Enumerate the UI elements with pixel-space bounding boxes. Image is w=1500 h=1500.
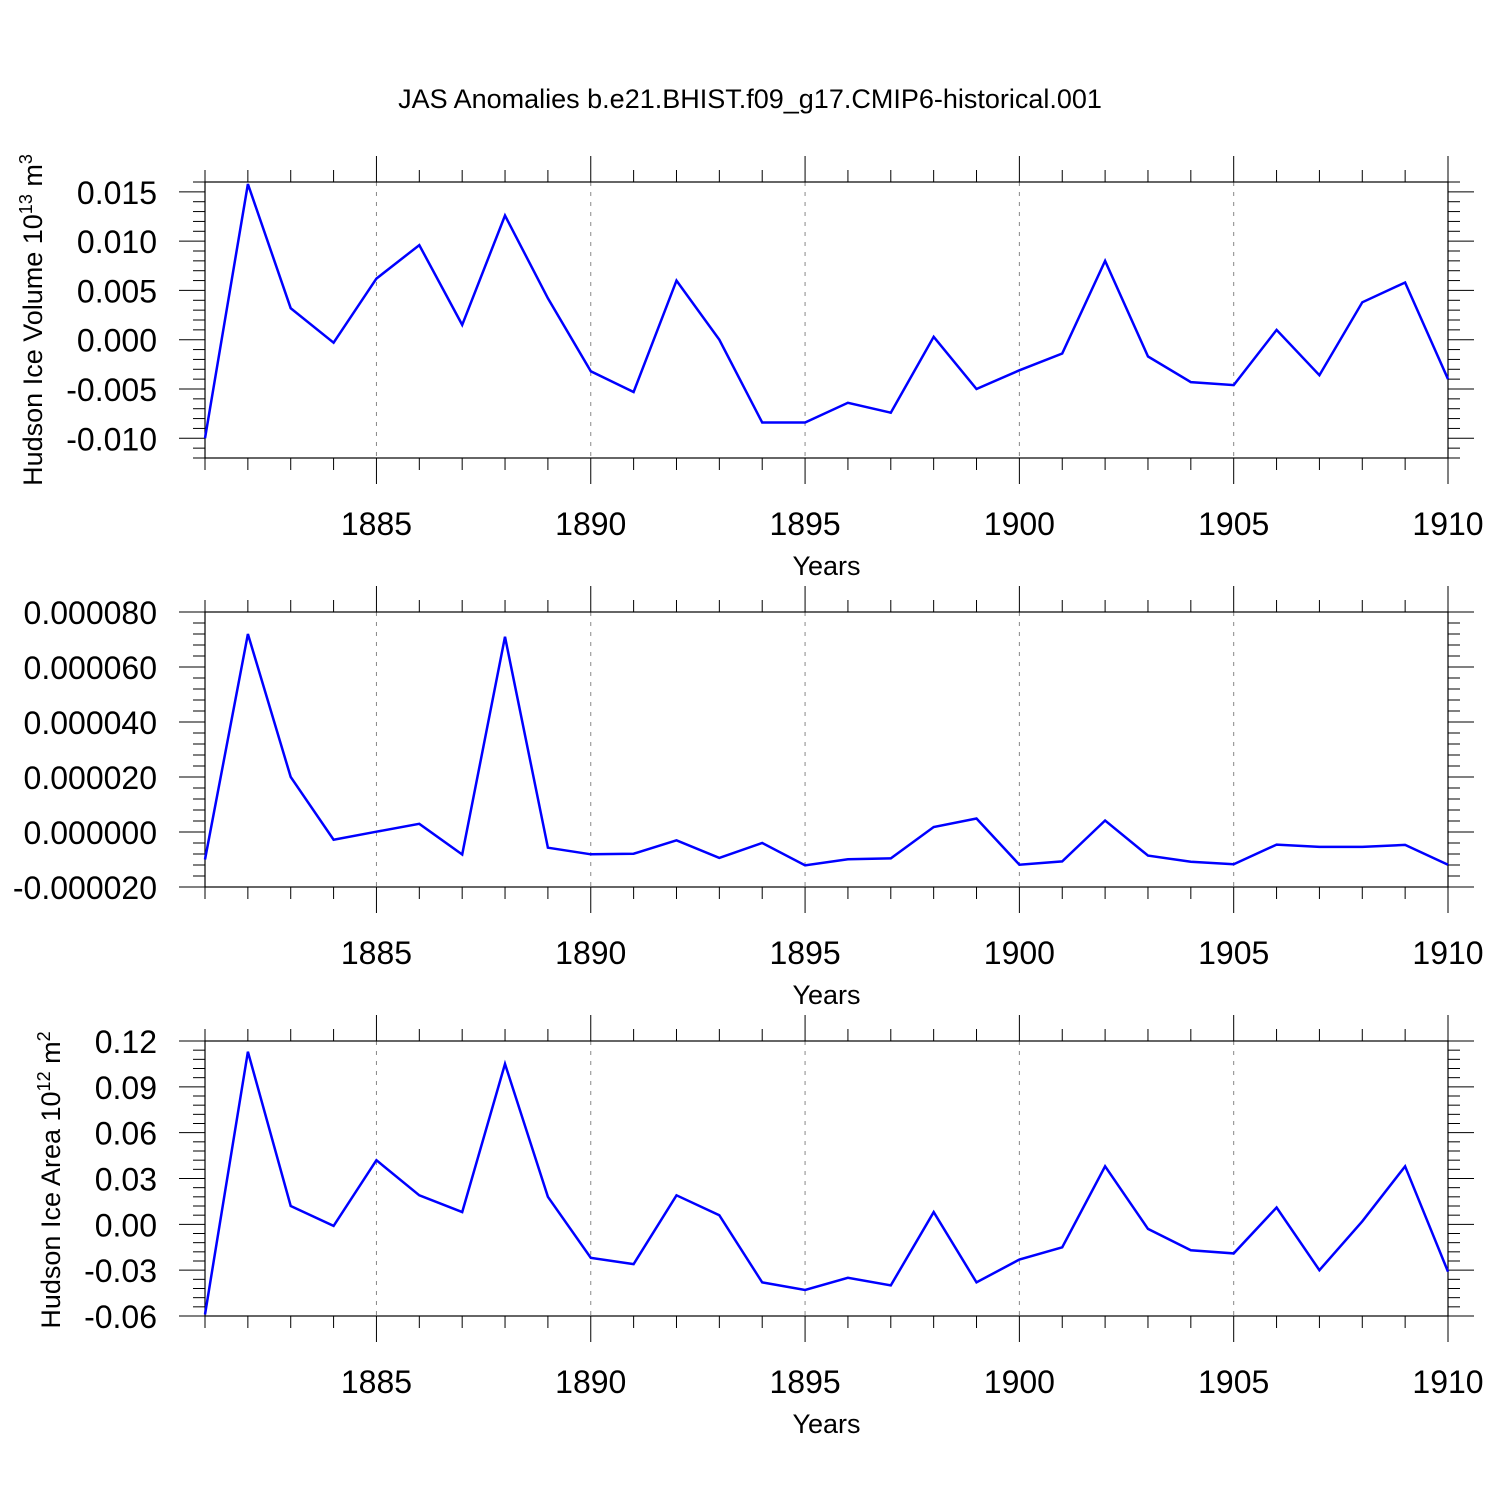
y-tick-label: 0.000020: [24, 760, 157, 796]
plot-frame: [204, 1040, 1449, 1317]
x-axis-label: Years: [792, 551, 860, 581]
plot-frame: [204, 181, 1449, 459]
x-tick-label: 1905: [1198, 1364, 1269, 1400]
panel-volume: 0.015 0.010 0.005 0.000 -0.005 -0.010 1885 1890…: [16, 154, 1484, 581]
y-axis-label: Hudson Ice Area 1012 m2: [34, 1031, 66, 1328]
y-tick-label: 0.03: [95, 1162, 157, 1198]
x-tick-label: 1910: [1412, 935, 1483, 971]
x-tick-label: 1885: [341, 1364, 412, 1400]
x-tick-label: 1900: [984, 935, 1055, 971]
y-tick-label: 0.000060: [24, 650, 157, 686]
y-tick-label: 0.06: [95, 1116, 157, 1152]
x-tick-label: 1890: [555, 1364, 626, 1400]
x-tick-label: 1890: [555, 935, 626, 971]
series-line: [203, 1051, 1450, 1315]
y-tick-label: 0.000040: [24, 705, 157, 741]
x-tick-label: 1905: [1198, 506, 1269, 542]
series-line: [203, 633, 1449, 867]
x-tick-label: 1885: [341, 506, 412, 542]
y-tick-label: 0.015: [77, 175, 157, 211]
y-tick-label: 0.005: [77, 273, 157, 309]
x-tick-label: 1885: [341, 935, 412, 971]
x-tick-label: 1895: [769, 935, 840, 971]
y-tick-label: -0.000020: [13, 870, 157, 906]
y-tick-label: 0.00: [95, 1207, 157, 1243]
y-tick-label: 0.000: [77, 323, 157, 359]
y-tick-label: 0.000080: [24, 595, 157, 631]
x-tick-label: 1895: [769, 506, 840, 542]
panel-area: 0.12 0.09 0.06 0.03 0.00 -0.03 -0.06 1885 1890 18…: [34, 1015, 1484, 1439]
y-tick-label: -0.03: [84, 1253, 157, 1289]
x-tick-label: 1910: [1412, 506, 1483, 542]
y-tick-label: -0.005: [66, 372, 157, 408]
chart-title: JAS Anomalies b.e21.BHIST.f09_g17.CMIP6-…: [398, 84, 1102, 114]
y-tick-label: -0.010: [66, 421, 157, 457]
x-tick-label: 1905: [1198, 935, 1269, 971]
y-tick-label: 0.010: [77, 224, 157, 260]
y-tick-label: -0.06: [84, 1299, 157, 1335]
y-tick-label: 0.000000: [24, 815, 157, 851]
x-tick-label: 1895: [769, 1364, 840, 1400]
y-axis-label: Hudson Ice Volume 1013 m3: [16, 154, 48, 486]
x-tick-label: 1900: [984, 1364, 1055, 1400]
series-line: [203, 183, 1450, 439]
panel-unnamed: 0.000080 0.000060 0.000040 0.000020 0.000000…: [13, 586, 1484, 1010]
x-tick-label: 1890: [555, 506, 626, 542]
x-tick-label: 1910: [1412, 1364, 1483, 1400]
x-axis-label: Years: [792, 980, 860, 1010]
y-tick-label: 0.09: [95, 1070, 157, 1106]
y-tick-label: 0.12: [95, 1024, 157, 1060]
plot-frame: [204, 611, 1449, 888]
x-axis-label: Years: [792, 1409, 860, 1439]
x-tick-label: 1900: [984, 506, 1055, 542]
